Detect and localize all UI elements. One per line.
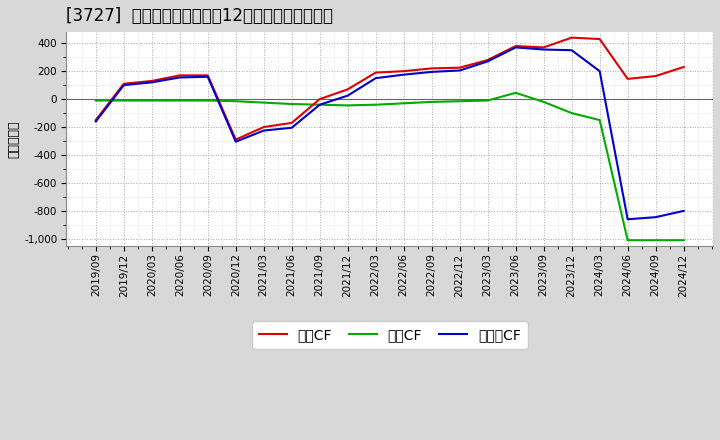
- 営業CF: [315, 96, 324, 102]
- 投資CF: [511, 90, 520, 95]
- 営業CF: [372, 70, 380, 75]
- 営業CF: [204, 73, 212, 78]
- 投資CF: [428, 99, 436, 105]
- 投資CF: [287, 101, 296, 106]
- フリーCF: [567, 48, 576, 53]
- 投資CF: [204, 98, 212, 103]
- Line: フリーCF: フリーCF: [96, 48, 684, 219]
- フリーCF: [91, 119, 100, 124]
- 投資CF: [231, 99, 240, 104]
- フリーCF: [511, 45, 520, 50]
- フリーCF: [204, 74, 212, 79]
- 投資CF: [343, 103, 352, 108]
- フリーCF: [287, 125, 296, 130]
- 営業CF: [231, 137, 240, 142]
- 営業CF: [91, 117, 100, 123]
- 営業CF: [148, 78, 156, 84]
- 営業CF: [483, 57, 492, 62]
- 営業CF: [595, 37, 604, 42]
- フリーCF: [400, 72, 408, 77]
- 営業CF: [428, 66, 436, 71]
- 投資CF: [455, 99, 464, 104]
- フリーCF: [428, 69, 436, 74]
- 投資CF: [624, 238, 632, 243]
- 投資CF: [176, 98, 184, 103]
- フリーCF: [483, 59, 492, 64]
- 投資CF: [652, 238, 660, 243]
- フリーCF: [231, 139, 240, 144]
- 投資CF: [483, 98, 492, 103]
- フリーCF: [539, 47, 548, 52]
- 営業CF: [511, 44, 520, 49]
- フリーCF: [680, 208, 688, 213]
- フリーCF: [372, 76, 380, 81]
- Y-axis label: （百万円）: （百万円）: [7, 120, 20, 158]
- 営業CF: [455, 65, 464, 70]
- 投資CF: [120, 98, 128, 103]
- フリーCF: [595, 69, 604, 74]
- Line: 投資CF: 投資CF: [96, 93, 684, 240]
- 営業CF: [176, 73, 184, 78]
- 営業CF: [680, 64, 688, 70]
- 営業CF: [259, 125, 268, 130]
- 投資CF: [315, 102, 324, 107]
- 投資CF: [567, 110, 576, 116]
- 投資CF: [595, 117, 604, 123]
- 投資CF: [148, 98, 156, 103]
- 営業CF: [343, 87, 352, 92]
- 投資CF: [400, 101, 408, 106]
- 営業CF: [539, 45, 548, 50]
- 営業CF: [567, 35, 576, 40]
- フリーCF: [455, 68, 464, 73]
- フリーCF: [343, 93, 352, 98]
- 営業CF: [652, 73, 660, 79]
- 投資CF: [539, 99, 548, 105]
- フリーCF: [624, 216, 632, 222]
- フリーCF: [315, 102, 324, 107]
- Legend: 営業CF, 投資CF, フリーCF: 営業CF, 投資CF, フリーCF: [252, 321, 528, 349]
- フリーCF: [148, 80, 156, 85]
- 投資CF: [372, 102, 380, 107]
- 投資CF: [91, 98, 100, 103]
- Line: 営業CF: 営業CF: [96, 38, 684, 139]
- フリーCF: [120, 83, 128, 88]
- フリーCF: [176, 75, 184, 80]
- フリーCF: [259, 128, 268, 133]
- 営業CF: [287, 120, 296, 125]
- 営業CF: [120, 81, 128, 86]
- フリーCF: [652, 215, 660, 220]
- 投資CF: [680, 238, 688, 243]
- 営業CF: [400, 69, 408, 74]
- 営業CF: [624, 76, 632, 81]
- 投資CF: [259, 100, 268, 105]
- Text: [3727]  キャッシュフローの12か月移動合計の推移: [3727] キャッシュフローの12か月移動合計の推移: [66, 7, 333, 25]
